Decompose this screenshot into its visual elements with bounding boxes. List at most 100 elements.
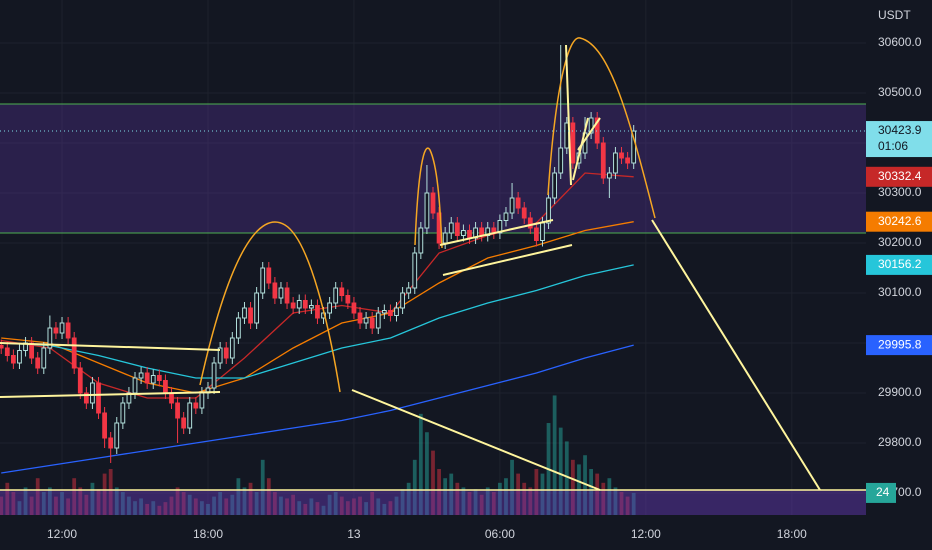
volume-bar: [309, 498, 314, 515]
candle-body: [588, 117, 594, 134]
candle-body: [540, 222, 545, 241]
ma-price-label: 30156.2: [878, 257, 922, 271]
x-tick-label: 12:00: [47, 527, 77, 541]
volume-bar: [333, 492, 338, 515]
candle-body: [485, 227, 491, 236]
volume-bar: [552, 395, 557, 515]
volume-bar: [570, 459, 575, 515]
last-price-label: 30423.9: [878, 123, 922, 137]
candle-body: [497, 220, 503, 234]
candle-body: [242, 307, 247, 319]
candle-body: [144, 372, 150, 384]
candle-body: [521, 207, 527, 219]
candle-body: [546, 197, 551, 224]
candle-body: [308, 305, 314, 309]
candle-body: [65, 322, 71, 339]
volume-bar: [54, 496, 58, 515]
volume-bar: [345, 501, 350, 515]
candle-body: [394, 307, 399, 316]
countdown: 01:06: [878, 139, 908, 153]
volume-bar: [102, 473, 107, 515]
candle-body: [430, 192, 436, 214]
ma-price-box: [866, 254, 932, 275]
volume-bar: [127, 496, 131, 515]
volume-bar: [66, 498, 70, 515]
volume-bar: [212, 496, 216, 515]
candle-body: [625, 157, 630, 164]
volume-bar: [157, 505, 162, 515]
volume-bar: [400, 489, 405, 515]
volume-bar: [467, 492, 472, 515]
x-tick-label: 18:00: [777, 527, 807, 541]
candle-body: [503, 212, 509, 221]
volume-bar: [473, 489, 478, 515]
volume-bar: [534, 469, 539, 515]
zone: [0, 490, 866, 515]
volume-bar: [133, 501, 137, 515]
volume-bar: [595, 473, 600, 515]
volume-bar: [272, 492, 277, 515]
candle-body: [181, 417, 187, 429]
candle-body: [454, 222, 460, 236]
volume-bar: [425, 432, 429, 515]
volume-bar: [114, 487, 119, 515]
candle-body: [193, 402, 199, 409]
candle-body: [552, 172, 558, 199]
volume-bar: [522, 482, 527, 515]
candle-body: [126, 392, 132, 404]
ma-price-box: [866, 335, 932, 356]
volume-bar: [96, 489, 101, 515]
candle-body: [53, 327, 59, 334]
volume-bar: [461, 487, 466, 515]
volume-bar: [78, 487, 83, 515]
candle-body: [102, 412, 107, 439]
volume-bar: [72, 478, 77, 515]
volume-bar: [169, 496, 174, 515]
candle-body: [418, 227, 424, 254]
candle-body: [278, 287, 284, 299]
volume-bar: [35, 478, 40, 515]
ma-price-box: [866, 166, 932, 187]
volume-bar: [163, 502, 168, 515]
volume-bar: [607, 478, 612, 515]
volume-bar: [601, 482, 606, 515]
volume-bar: [254, 492, 259, 515]
moving-average: [1, 264, 634, 379]
candle-body: [132, 377, 138, 394]
y-tick-label: 30300.0: [878, 185, 922, 199]
candle-body: [290, 302, 296, 309]
candle-body: [619, 152, 624, 159]
y-tick-label: 30200.0: [878, 235, 922, 249]
arc: [199, 221, 341, 393]
last-price-box: [866, 121, 932, 158]
candle-body: [515, 197, 521, 209]
moving-average: [1, 344, 634, 474]
volume-bar: [516, 473, 521, 515]
candle-body: [558, 147, 564, 174]
trend-line: [0, 342, 221, 351]
volume-bar: [376, 498, 381, 515]
candle-body: [41, 347, 47, 369]
volume-bar: [84, 494, 89, 515]
volume-bar: [382, 503, 387, 515]
candle-body: [570, 122, 576, 164]
volume-bar: [5, 482, 10, 515]
volume-bar: [352, 498, 356, 515]
y-tick-label: 29900.0: [878, 385, 922, 399]
volume-bar: [498, 482, 502, 515]
candle-body: [327, 302, 333, 314]
volume-bar: [437, 469, 441, 515]
moving-average: [1, 221, 634, 394]
volume-bar: [23, 487, 28, 515]
candle-body: [254, 292, 260, 324]
volume-bar: [406, 482, 411, 515]
volume-bar: [47, 487, 52, 515]
volume-box: [866, 482, 896, 503]
candle-body: [345, 295, 351, 304]
arc: [547, 37, 656, 219]
volume-bar: [443, 478, 448, 515]
ma-price-box: [866, 211, 932, 232]
y-tick-label: 30100.0: [878, 285, 922, 299]
volume-bar: [0, 496, 4, 515]
candle-body: [35, 357, 41, 369]
